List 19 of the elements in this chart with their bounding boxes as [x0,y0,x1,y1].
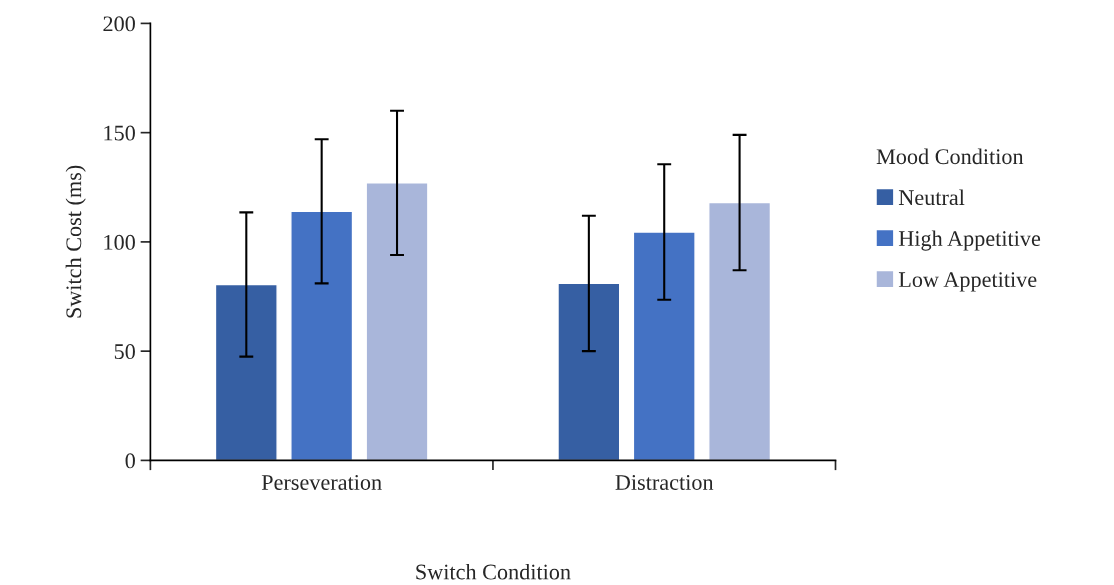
legend-title: Mood Condition [876,148,1024,165]
x-tick-label: Distraction [615,474,714,490]
legend-label: High Appetitive [898,230,1041,251]
x-tick-label: Perseveration [261,474,382,490]
bar [632,231,696,461]
y-tick-label: 100 [104,234,135,250]
bar [290,210,354,461]
bar [214,283,278,461]
legend-label: Neutral [898,189,965,206]
y-tick-label: 200 [103,16,135,32]
y-axis-title: Switch Cost (ms) [65,165,86,318]
bar [365,182,429,461]
y-tick-label: 150 [104,125,135,141]
y-tick-label: 0 [125,453,135,469]
legend-label: Low Appetitive [898,272,1037,292]
bar [557,282,621,461]
x-axis-title: Switch Condition [416,563,571,580]
bar [708,201,772,461]
y-tick-label: 50 [114,344,135,360]
